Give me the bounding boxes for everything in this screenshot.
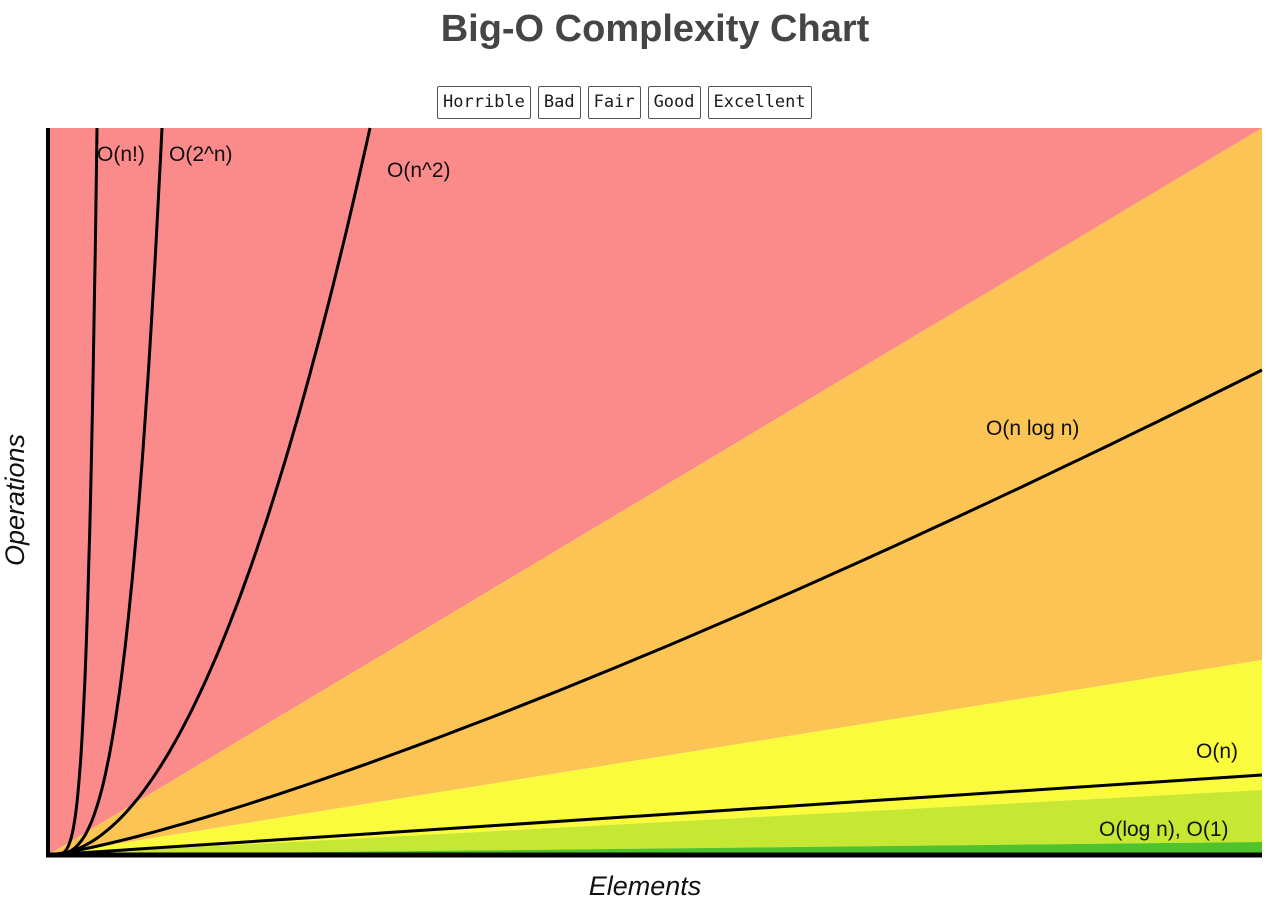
curve-linearithmic <box>47 368 1263 857</box>
curve-label-linearithmic: O(n log n) <box>986 417 1079 440</box>
curve-label-logarithmic-constant: O(log n), O(1) <box>1099 818 1229 841</box>
curve-linear <box>47 773 1263 857</box>
legend-item-horrible: Horrible <box>437 86 531 119</box>
legend-item-excellent: Excellent <box>707 86 812 119</box>
x-axis-label: Elements <box>589 871 702 901</box>
region-good <box>48 790 1262 855</box>
curve-label-exponential: O(2^n) <box>169 143 233 166</box>
labels-layer: O(n!) O(2^n) O(n^2) O(n log n) O(n) O(lo… <box>0 143 1238 901</box>
legend-item-bad: Bad <box>537 86 581 119</box>
legend: Horrible Bad Fair Good Excellent <box>437 86 812 119</box>
region-excellent <box>48 842 1262 855</box>
y-axis-label: Operations <box>0 434 30 566</box>
curve-label-linear: O(n) <box>1196 740 1238 763</box>
regions-layer <box>48 128 1262 855</box>
chart-title: Big-O Complexity Chart <box>440 8 870 50</box>
axes-layer <box>46 128 1262 858</box>
region-bad <box>48 128 1262 855</box>
legend-item-good: Good <box>647 86 701 119</box>
legend-item-fair: Fair <box>587 86 641 119</box>
curve-label-quadratic: O(n^2) <box>387 159 451 182</box>
curve-quadratic <box>47 127 372 857</box>
curve-label-factorial: O(n!) <box>97 143 145 166</box>
